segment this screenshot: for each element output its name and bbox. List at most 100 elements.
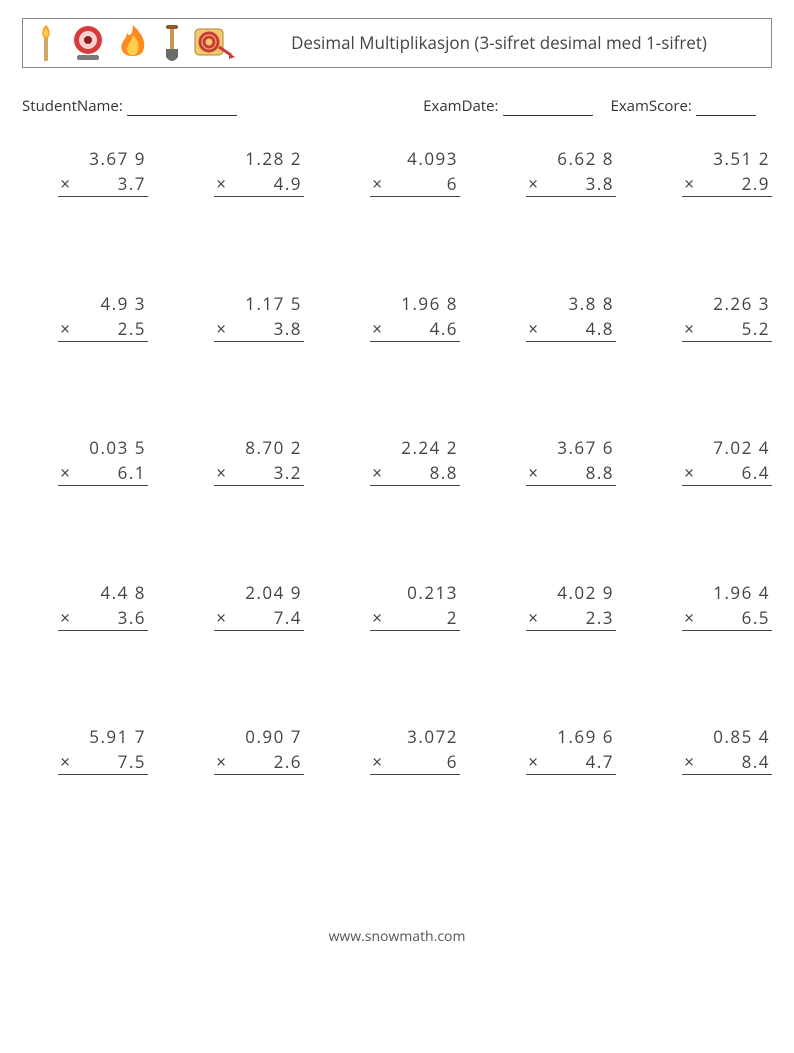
multiplicand: 3.8 8 <box>548 291 616 316</box>
problem-table: 4.093×6 <box>370 146 460 199</box>
worksheet-title: Desimal Multiplikasjon (3-sifret desimal… <box>235 33 763 53</box>
op-blank <box>682 724 704 749</box>
problem: 7.02 4×6.4 <box>646 435 772 488</box>
multiplier: 2.5 <box>80 316 148 342</box>
info-row: StudentName: ExamDate: ExamScore: <box>22 96 772 116</box>
problem: 3.072×6 <box>334 724 460 777</box>
op-blank <box>214 146 236 171</box>
multiplicand: 6.62 8 <box>548 146 616 171</box>
operator: × <box>526 171 548 197</box>
problem-table: 3.072×6 <box>370 724 460 777</box>
op-blank <box>370 435 392 460</box>
result-line <box>58 197 148 199</box>
op-blank <box>370 724 392 749</box>
header-bar: Desimal Multiplikasjon (3-sifret desimal… <box>22 18 772 68</box>
operator: × <box>526 749 548 775</box>
multiplicand: 0.03 5 <box>80 435 148 460</box>
result-line <box>214 630 304 632</box>
operator: × <box>682 316 704 342</box>
multiplier: 2.9 <box>704 171 772 197</box>
result-line <box>58 630 148 632</box>
result-line <box>214 775 304 777</box>
operator: × <box>214 749 236 775</box>
result-line <box>526 197 616 199</box>
problem: 2.26 3×5.2 <box>646 291 772 344</box>
operator: × <box>58 749 80 775</box>
multiplier: 6.4 <box>704 460 772 486</box>
problem-table: 3.67 6×8.8 <box>526 435 616 488</box>
problem-table: 4.02 9×2.3 <box>526 580 616 633</box>
operator: × <box>58 171 80 197</box>
result-line <box>682 630 772 632</box>
multiplicand: 5.91 7 <box>80 724 148 749</box>
problem-table: 2.24 2×8.8 <box>370 435 460 488</box>
problem-table: 0.213×2 <box>370 580 460 633</box>
result-line <box>526 630 616 632</box>
multiplier: 3.6 <box>80 605 148 631</box>
student-name-blank[interactable] <box>127 102 237 116</box>
problem: 3.67 6×8.8 <box>490 435 616 488</box>
problem: 0.90 7×2.6 <box>178 724 304 777</box>
multiplier: 6 <box>392 749 460 775</box>
multiplicand: 0.213 <box>392 580 460 605</box>
operator: × <box>214 171 236 197</box>
problem-table: 4.9 3×2.5 <box>58 291 148 344</box>
problem-table: 7.02 4×6.4 <box>682 435 772 488</box>
operator: × <box>526 605 548 631</box>
problem: 0.213×2 <box>334 580 460 633</box>
result-line <box>370 341 460 343</box>
result-line <box>682 486 772 488</box>
op-blank <box>58 435 80 460</box>
operator: × <box>682 749 704 775</box>
result-line <box>526 486 616 488</box>
problem: 8.70 2×3.2 <box>178 435 304 488</box>
result-line <box>214 341 304 343</box>
problem-table: 0.85 4×8.4 <box>682 724 772 777</box>
match-icon <box>31 23 61 63</box>
operator: × <box>526 316 548 342</box>
operator: × <box>370 460 392 486</box>
result-line <box>526 775 616 777</box>
exam-date-label: ExamDate: <box>423 96 498 116</box>
multiplicand: 1.96 8 <box>392 291 460 316</box>
problem: 0.03 5×6.1 <box>22 435 148 488</box>
operator: × <box>214 605 236 631</box>
multiplicand: 1.96 4 <box>704 580 772 605</box>
problems-grid: 3.67 9×3.71.28 2×4.94.093×66.62 8×3.83.5… <box>22 146 772 777</box>
multiplicand: 1.17 5 <box>236 291 304 316</box>
multiplier: 2.3 <box>548 605 616 631</box>
op-blank <box>214 291 236 316</box>
exam-score-label: ExamScore: <box>611 96 692 116</box>
result-line <box>682 341 772 343</box>
multiplier: 3.8 <box>548 171 616 197</box>
multiplier: 3.7 <box>80 171 148 197</box>
multiplier: 3.8 <box>236 316 304 342</box>
result-line <box>58 775 148 777</box>
op-blank <box>58 291 80 316</box>
problem-table: 6.62 8×3.8 <box>526 146 616 199</box>
problem: 3.8 8×4.8 <box>490 291 616 344</box>
op-blank <box>214 724 236 749</box>
multiplicand: 2.26 3 <box>704 291 772 316</box>
exam-score-blank[interactable] <box>696 102 756 116</box>
multiplier: 8.8 <box>548 460 616 486</box>
problem-table: 1.96 4×6.5 <box>682 580 772 633</box>
operator: × <box>370 171 392 197</box>
multiplicand: 1.69 6 <box>548 724 616 749</box>
exam-date-blank[interactable] <box>503 102 593 116</box>
multiplier: 4.8 <box>548 316 616 342</box>
footer-url: www.snowmath.com <box>22 927 772 966</box>
problem: 1.96 4×6.5 <box>646 580 772 633</box>
operator: × <box>370 316 392 342</box>
multiplier: 6 <box>392 171 460 197</box>
multiplier: 2.6 <box>236 749 304 775</box>
operator: × <box>214 460 236 486</box>
op-blank <box>526 724 548 749</box>
op-blank <box>682 580 704 605</box>
result-line <box>682 197 772 199</box>
multiplier: 2 <box>392 605 460 631</box>
multiplicand: 4.093 <box>392 146 460 171</box>
operator: × <box>370 605 392 631</box>
multiplicand: 7.02 4 <box>704 435 772 460</box>
multiplicand: 3.51 2 <box>704 146 772 171</box>
